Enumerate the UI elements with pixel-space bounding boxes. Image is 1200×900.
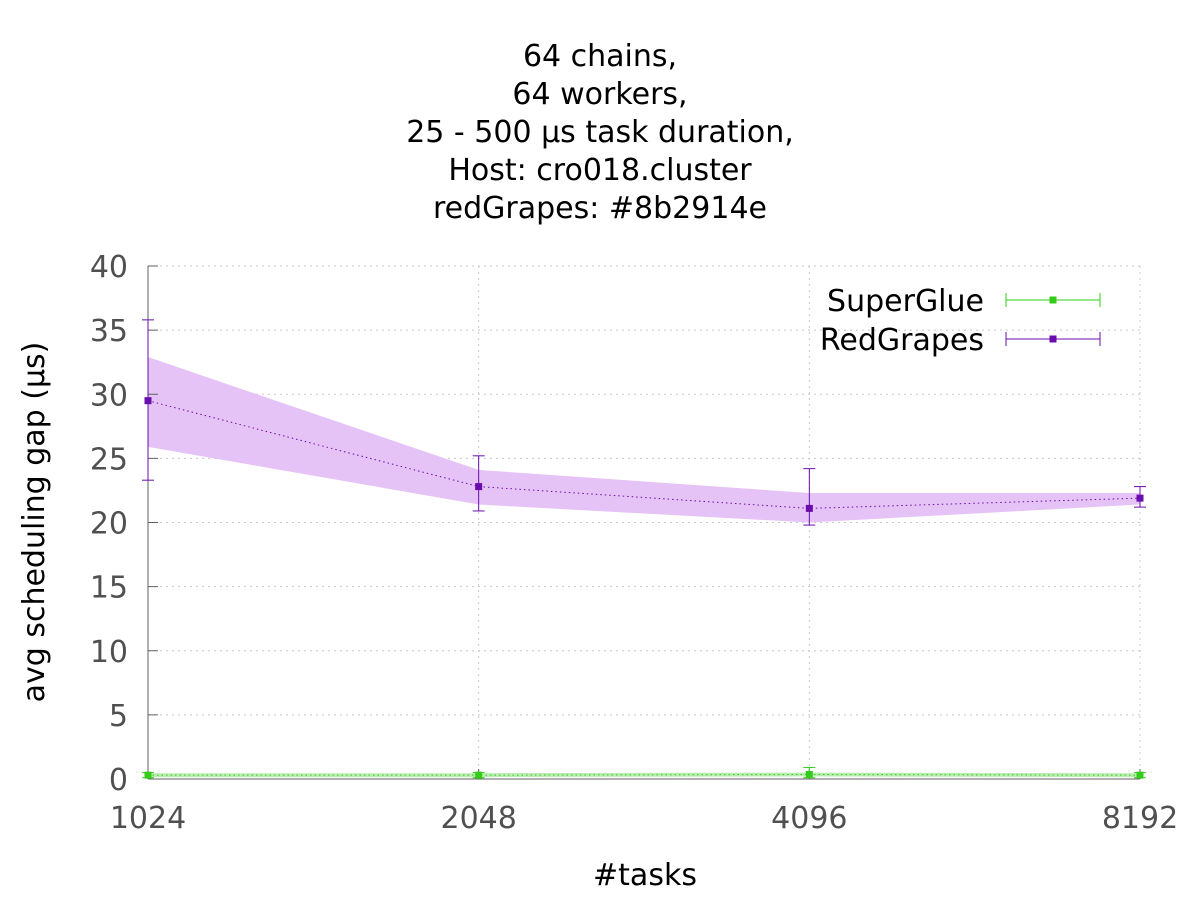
legend-marker-redgrapes [1049, 335, 1057, 343]
y-tick-label: 30 [90, 378, 128, 413]
x-tick-label: 1024 [110, 801, 186, 836]
y-axis-label: avg scheduling gap (µs) [17, 342, 52, 703]
redgrapes-point [475, 483, 483, 491]
superglue-point [475, 771, 483, 779]
legend: SuperGlue RedGrapes [820, 284, 1101, 358]
y-tick-label: 25 [90, 442, 128, 477]
legend-label-superglue: SuperGlue [827, 284, 984, 319]
x-tick-label: 2048 [440, 801, 516, 836]
y-tick-label: 0 [109, 763, 128, 798]
y-tick-label: 35 [90, 314, 128, 349]
y-tick-label: 5 [109, 699, 128, 734]
chart-title: 64 chains, 64 workers, 25 - 500 µs task … [0, 38, 1200, 228]
title-line-3: 25 - 500 µs task duration, [406, 115, 794, 150]
band-layer [148, 357, 1140, 778]
grid-layer [148, 265, 1141, 779]
superglue-point [144, 771, 152, 779]
x-axis-label: #tasks [593, 858, 697, 893]
title-line-5: redGrapes: #8b2914e [433, 191, 767, 226]
y-tick-label: 40 [90, 250, 128, 285]
superglue-line [148, 774, 1141, 776]
redgrapes-point [1136, 494, 1144, 502]
title-line-2: 64 workers, [512, 77, 688, 112]
legend-label-redgrapes: RedGrapes [820, 323, 984, 358]
axes-layer: 0 5 10 15 20 25 30 35 40 1024 2048 4096 8192 [90, 250, 1178, 836]
superglue-point [1136, 771, 1144, 779]
legend-marker-superglue [1049, 296, 1057, 304]
x-tick-label: 4096 [771, 801, 847, 836]
redgrapes-point [805, 504, 813, 512]
y-tick-label: 10 [90, 635, 128, 670]
y-tick-label: 20 [90, 507, 128, 542]
redgrapes-point [144, 397, 152, 405]
redgrapes-line [147, 400, 1141, 509]
title-line-1: 64 chains, [522, 39, 678, 74]
redgrapes-band [148, 357, 1140, 523]
y-tick-label: 15 [90, 571, 128, 606]
series-layer [142, 319, 1146, 779]
title-line-4: Host: cro018.cluster [448, 153, 752, 188]
superglue-point [805, 771, 813, 779]
x-tick-label: 8192 [1102, 801, 1178, 836]
